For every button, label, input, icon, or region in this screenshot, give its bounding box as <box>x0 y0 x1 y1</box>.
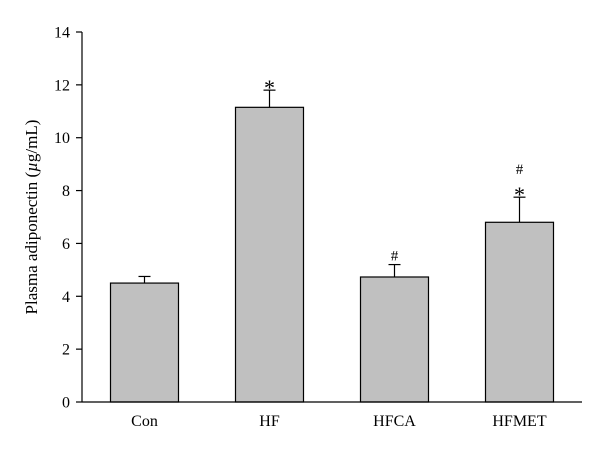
bar-hfca <box>359 276 430 403</box>
x-tick-label-hfmet: HFMET <box>492 413 546 430</box>
y-axis-label-suffix: g/mL) <box>22 120 41 163</box>
y-tick-label: 6 <box>62 236 70 253</box>
y-tick-label: 14 <box>54 25 70 42</box>
y-tick-label: 12 <box>54 77 70 94</box>
y-tick-label: 10 <box>54 130 70 147</box>
y-tick-label: 2 <box>62 342 70 359</box>
y-tick-label: 8 <box>62 183 70 200</box>
y-ticks-layer: 0 2 4 6 8 10 12 14 <box>54 25 82 412</box>
bar-hf <box>234 106 305 403</box>
y-axis-label: Plasma adiponectin (µg/mL) <box>22 120 41 315</box>
significance-markers-layer: * # * # <box>264 75 525 264</box>
axes-layer <box>81 32 582 403</box>
y-axis-label-prefix: Plasma adiponectin ( <box>22 172 41 315</box>
x-tick-label-con: Con <box>131 413 158 430</box>
x-tick-labels-layer: Con HF HFCA HFMET <box>131 413 547 430</box>
y-tick-label: 4 <box>62 289 70 306</box>
bars-layer <box>109 106 555 403</box>
y-tick-label: 0 <box>62 395 70 412</box>
significance-star: * <box>264 75 275 100</box>
bar-hfmet <box>484 221 555 403</box>
x-tick-label-hf: HF <box>259 413 280 430</box>
bar-con <box>109 282 180 403</box>
significance-star: * <box>514 182 525 207</box>
y-axis-label-unit: µ <box>22 162 41 172</box>
significance-hash: # <box>391 249 399 265</box>
error-bars-layer <box>138 89 526 284</box>
significance-hash: # <box>516 162 524 178</box>
x-tick-label-hfca: HFCA <box>373 413 416 430</box>
